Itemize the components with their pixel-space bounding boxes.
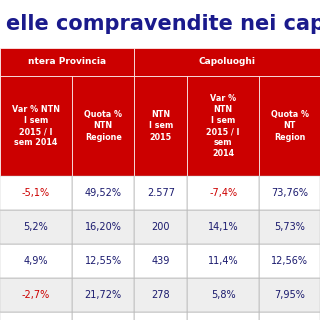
Text: ntera Provincia: ntera Provincia [28, 58, 106, 67]
Bar [72, 176, 134, 210]
Bar [134, 210, 187, 244]
Bar [134, 48, 320, 76]
Text: 5,8%: 5,8% [211, 290, 236, 300]
Bar [134, 76, 187, 176]
Text: 5,73%: 5,73% [274, 222, 305, 232]
Text: 11,4%: 11,4% [208, 256, 238, 266]
Bar [134, 176, 187, 210]
Bar [72, 278, 134, 312]
Text: 73,76%: 73,76% [271, 188, 308, 198]
Bar [187, 210, 259, 244]
Bar [259, 76, 320, 176]
Text: -7,4%: -7,4% [209, 188, 237, 198]
Text: elle compravendite nei capoluogh: elle compravendite nei capoluogh [6, 14, 320, 34]
Text: Var % NTN
I sem
2015 / I
sem 2014: Var % NTN I sem 2015 / I sem 2014 [12, 105, 60, 147]
Bar [187, 76, 259, 176]
Bar [187, 312, 259, 320]
Text: 16,20%: 16,20% [85, 222, 122, 232]
Bar [259, 176, 320, 210]
Bar [187, 244, 259, 278]
Text: 14,1%: 14,1% [208, 222, 238, 232]
Text: Quota %
NT
Region: Quota % NT Region [271, 110, 308, 141]
Text: -5,1%: -5,1% [22, 188, 50, 198]
Bar [187, 278, 259, 312]
Bar [0, 278, 72, 312]
Bar [134, 312, 187, 320]
Bar [259, 244, 320, 278]
Text: 21,72%: 21,72% [84, 290, 122, 300]
Bar [0, 210, 72, 244]
Bar [0, 176, 72, 210]
Bar [72, 76, 134, 176]
Bar [134, 278, 187, 312]
Text: NTN
I sem
2015: NTN I sem 2015 [149, 110, 173, 141]
Text: 5,2%: 5,2% [24, 222, 48, 232]
Bar [187, 176, 259, 210]
Text: 7,95%: 7,95% [274, 290, 305, 300]
Bar [0, 312, 72, 320]
Text: 12,56%: 12,56% [271, 256, 308, 266]
Text: 200: 200 [152, 222, 170, 232]
Bar [72, 312, 134, 320]
Text: Capoluoghi: Capoluoghi [199, 58, 256, 67]
Text: 12,55%: 12,55% [84, 256, 122, 266]
Text: Var %
NTN
I sem
2015 / I
sem
2014: Var % NTN I sem 2015 / I sem 2014 [206, 94, 240, 158]
Bar [72, 210, 134, 244]
Bar [0, 48, 134, 76]
Text: 439: 439 [152, 256, 170, 266]
Bar [259, 210, 320, 244]
Text: 2.577: 2.577 [147, 188, 175, 198]
Bar [0, 76, 72, 176]
Bar [259, 312, 320, 320]
Bar [0, 244, 72, 278]
Text: 4,9%: 4,9% [24, 256, 48, 266]
Text: -2,7%: -2,7% [22, 290, 50, 300]
Text: Quota %
NTN
Regione: Quota % NTN Regione [84, 110, 122, 141]
Bar [72, 244, 134, 278]
Bar [134, 244, 187, 278]
Text: 49,52%: 49,52% [85, 188, 122, 198]
Bar [259, 278, 320, 312]
Text: 278: 278 [151, 290, 170, 300]
